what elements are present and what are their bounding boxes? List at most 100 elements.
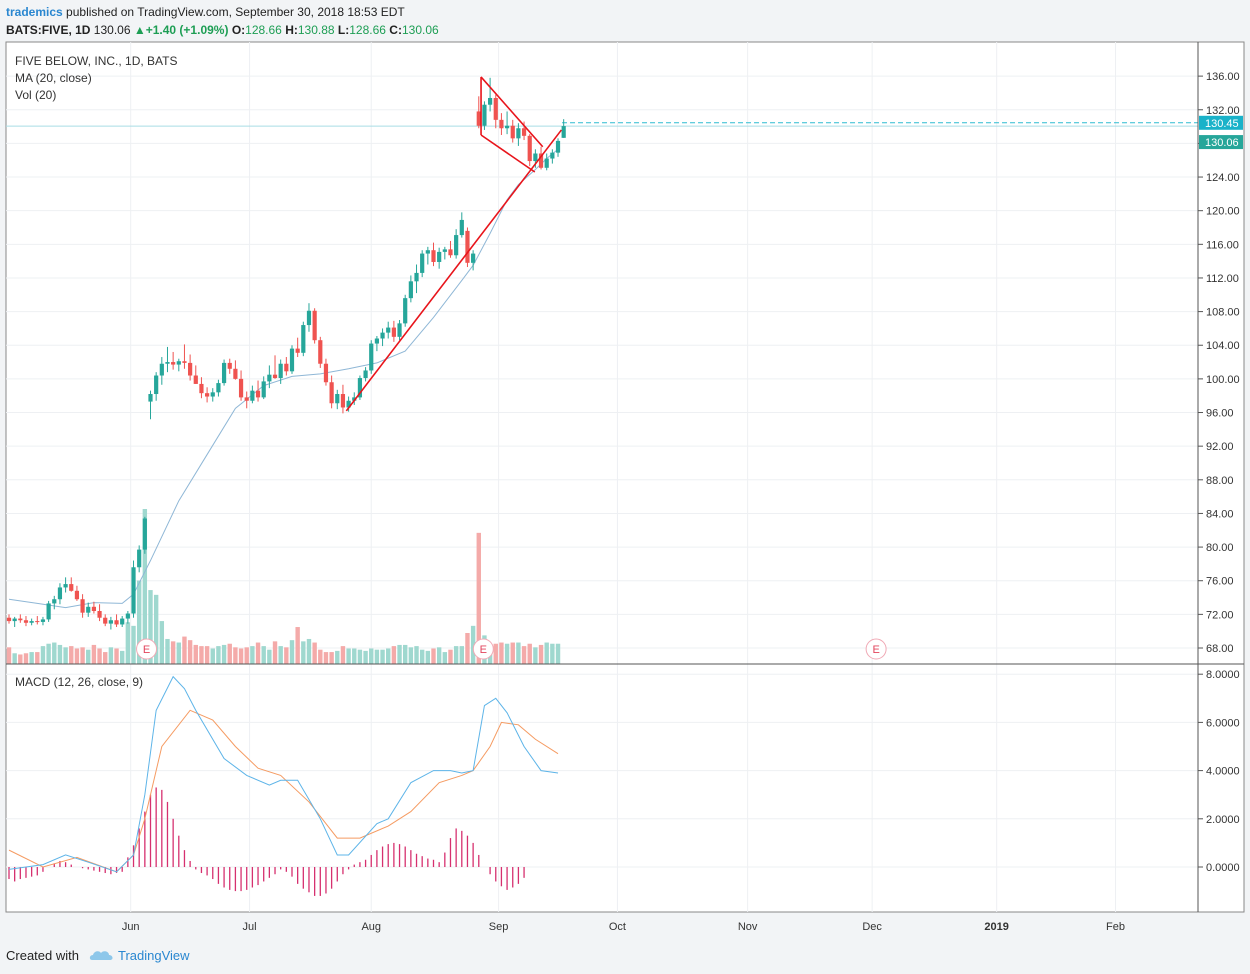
dashed-level-tag-label: 130.45 (1205, 118, 1239, 130)
volume-bar (369, 648, 374, 664)
volume-bar (182, 636, 187, 664)
volume-bar (35, 652, 40, 664)
candle-body (425, 250, 430, 254)
volume-bar (165, 638, 170, 664)
volume-bar (414, 646, 419, 664)
volume-bar (465, 633, 470, 664)
volume-bar (153, 594, 159, 664)
time-axis: Jun Jul Aug Sep Oct Nov Dec 2019 Feb (122, 921, 1125, 933)
volume-bar (131, 625, 136, 664)
candle-body (471, 253, 476, 263)
candle-body (272, 374, 278, 379)
candle-body (391, 327, 396, 337)
author-link[interactable]: trademics (6, 5, 63, 19)
candle-body (335, 394, 340, 404)
publish-line: trademics published on TradingView.com, … (6, 5, 405, 19)
volume-bar (12, 653, 17, 664)
volume-bar (357, 649, 363, 664)
candle-body (499, 119, 504, 129)
price-tick-label: 68.00 (1206, 643, 1234, 655)
candle-body (193, 375, 198, 384)
price-tick-label: 84.00 (1206, 508, 1234, 520)
candle-body (533, 153, 538, 162)
candle-body (154, 375, 159, 395)
price-axis: 136.00132.00128.00124.00120.00116.00112.… (1198, 71, 1240, 655)
candle-body (561, 126, 566, 138)
candle-body (86, 606, 91, 613)
candle-body (312, 310, 317, 341)
candle-body (363, 370, 368, 379)
candle-body (323, 363, 329, 383)
volume-bar (301, 641, 306, 664)
volume-bar (238, 648, 244, 664)
low-label: L: (337, 23, 350, 37)
candle-body (57, 587, 63, 600)
candle-body (250, 390, 255, 401)
candle-body (199, 383, 204, 394)
candle-body (165, 362, 170, 364)
time-tick-label: Aug (361, 921, 381, 933)
candle-body (369, 343, 374, 371)
price-tick-label: 92.00 (1206, 441, 1234, 453)
candle-body (544, 158, 549, 168)
tradingview-logo[interactable]: TradingView (118, 948, 190, 963)
candle-body (142, 518, 147, 550)
price-tick-label: 72.00 (1206, 609, 1234, 621)
price-tick-label: 124.00 (1206, 172, 1240, 184)
volume-bar (493, 643, 498, 664)
close-value: 130.06 (401, 23, 439, 37)
candle-body (114, 620, 119, 625)
candle-body (352, 397, 357, 401)
volume-bar (397, 644, 402, 664)
volume-bars (6, 509, 561, 664)
volume-bar (544, 642, 549, 664)
legend-vol: Vol (20) (15, 88, 56, 102)
candle-body (69, 584, 74, 591)
candle-body (131, 567, 136, 614)
volume-bar (476, 532, 481, 664)
candle-body (12, 618, 17, 622)
candle-body (442, 249, 447, 252)
volume-bar (148, 590, 153, 664)
candle-body (233, 368, 238, 379)
price-tick-label: 76.00 (1206, 576, 1234, 588)
earnings-label: E (872, 644, 879, 656)
macd-axis: 8.0000 6.0000 4.0000 2.0000 0.0000 (1198, 669, 1240, 874)
candle-body (284, 363, 289, 372)
volume-bar (533, 647, 538, 664)
volume-bar (199, 646, 204, 664)
candle-body (448, 249, 453, 256)
candle-body (346, 400, 351, 408)
volume-bar (278, 646, 283, 664)
dashed-level-tag (1199, 115, 1243, 130)
volume-bar (289, 640, 295, 664)
volume-bar (267, 649, 272, 664)
volume-bar (386, 648, 391, 664)
volume-bar (159, 621, 165, 664)
candle-body (171, 362, 176, 365)
grid (6, 42, 1198, 912)
macd-tick-label: 6.0000 (1206, 717, 1240, 729)
candle-body (137, 549, 142, 568)
chart-frame (5, 41, 1245, 913)
volume-bar (527, 643, 532, 664)
candle-body (403, 298, 408, 324)
volume-bar (306, 638, 312, 664)
trendlines (345, 76, 563, 412)
candle-body (267, 374, 272, 382)
last-price-line (6, 122, 1198, 127)
price-tick-label: 96.00 (1206, 408, 1234, 420)
volume-bar (227, 643, 232, 664)
volume-bar (272, 641, 278, 664)
volume-bar (18, 654, 23, 664)
volume-bar (250, 646, 255, 664)
candle-body (476, 111, 481, 126)
tradingview-cloud-icon (89, 951, 113, 960)
candle-body (555, 140, 561, 153)
volume-bar (352, 648, 357, 664)
candle-body (380, 332, 385, 339)
candle-body (6, 617, 12, 622)
candle-body (397, 323, 402, 337)
